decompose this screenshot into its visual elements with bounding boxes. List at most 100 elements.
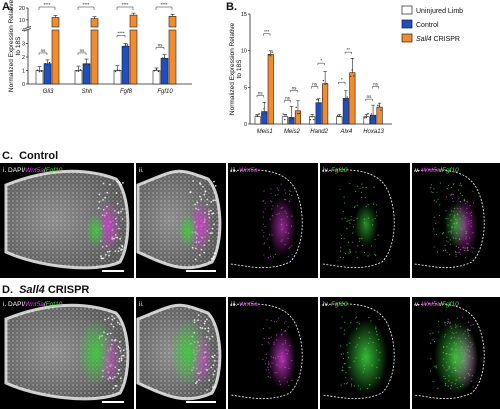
wnt5a-dot (268, 337, 270, 340)
chart-a-sig-label: **** (43, 2, 50, 7)
fgf10-dot (434, 366, 436, 368)
fgf10-dot (363, 368, 366, 370)
chart-b-point (255, 114, 257, 116)
chart-b-point (298, 112, 301, 115)
fgf10-dot (446, 322, 448, 325)
micrograph-label-part: ii. (139, 167, 144, 174)
fgf10-dot (446, 346, 448, 348)
wnt5a-dot (267, 369, 270, 371)
chart-a-bar (129, 14, 138, 28)
fgf10-dot (345, 371, 347, 374)
wnt5a-dot (265, 357, 268, 359)
fgf10-dot (354, 205, 356, 207)
nucleus-dot (98, 201, 101, 203)
wnt5a-dot (263, 337, 265, 340)
fgf10-dot (357, 245, 359, 247)
chart-b-bar (369, 114, 377, 125)
fgf10-dot (378, 338, 380, 341)
nucleus-dot (122, 354, 125, 357)
wnt5a-dot (284, 377, 286, 379)
nucleus-dot (193, 319, 196, 321)
chart-a-sig-bracket (155, 47, 165, 50)
micrograph-label: v. Wnt5a/Fgf10 (415, 167, 459, 174)
nucleus-dot (210, 257, 213, 260)
wnt5a-dot (265, 369, 267, 371)
chart-b-category-label: Meis1 (257, 129, 273, 135)
chart-b-point (336, 115, 339, 117)
fgf10-dot (436, 251, 439, 253)
fgf10-signal (354, 202, 378, 247)
fgf10-dot (355, 346, 357, 348)
fgf10-dot (375, 211, 378, 213)
fgf10-dot (340, 234, 343, 236)
fgf10-dot (348, 220, 350, 222)
fgf10-dot (455, 251, 457, 254)
chart-b-point (351, 69, 353, 71)
wnt5a-dot (262, 211, 264, 213)
nucleus-dot (102, 257, 105, 260)
fgf10-dot (344, 329, 346, 331)
micrograph-label-part: Wnt5a (25, 167, 44, 174)
fgf10-dot (453, 342, 455, 344)
nucleus-dot (207, 330, 210, 333)
wnt5a-dot (289, 246, 291, 248)
fgf10-dot (350, 215, 352, 218)
chart-b-sig-label: ns (373, 82, 379, 87)
fgf10-dot (446, 188, 449, 190)
fgf10-dot (375, 326, 377, 328)
fgf10-dot (376, 204, 378, 206)
wnt5a-dot (272, 256, 275, 258)
micrograph-label: i. DAPI/Wnt5a/Fgf10 (3, 301, 63, 308)
fgf10-dot (461, 185, 463, 187)
fgf10-dot (450, 385, 452, 387)
chart-b-category-label: Hoxa13 (363, 129, 384, 135)
fgf10-dot (468, 335, 470, 337)
fgf10-dot (439, 204, 441, 206)
wnt5a-dot (274, 253, 277, 255)
chart-b-sig-label: ns (285, 96, 291, 101)
wnt5a-dot (277, 194, 279, 196)
wnt5a-dot (262, 358, 264, 361)
nucleus-dot (214, 199, 217, 202)
tissue-outline (229, 169, 303, 269)
chart-b-point (365, 116, 368, 119)
fgf10-dot (442, 249, 445, 252)
chart-b-point (311, 116, 313, 118)
wnt5a-dot (470, 222, 472, 224)
fgf10-dot (344, 202, 346, 204)
chart-a-bar (51, 29, 60, 85)
chart-a-sig-label: **** (82, 2, 89, 7)
nucleus-dot (111, 318, 114, 321)
fgf10-dot (455, 237, 457, 240)
wnt5a-dot (280, 356, 282, 358)
wnt5a-dot (468, 321, 470, 323)
fgf10-dot (464, 249, 466, 251)
nucleus-dot (198, 182, 201, 184)
wnt5a-dot (281, 352, 283, 354)
wnt5a-dot (459, 253, 461, 255)
wnt5a-dot (451, 197, 454, 200)
nucleus-dot (213, 252, 216, 254)
wnt5a-dot (472, 232, 474, 234)
chart-b-bar (254, 116, 261, 125)
micrograph-label-part: i. DAPI/ (3, 167, 25, 174)
fgf10-dot (342, 256, 345, 259)
fgf10-dot (375, 330, 378, 333)
wnt5a-dot (290, 225, 293, 227)
wnt5a-dot (285, 349, 287, 351)
nucleus-dot (211, 386, 214, 389)
chart-a-sig-bracket (77, 52, 87, 55)
fgf10-dot (461, 352, 463, 354)
fgf10-dot (375, 254, 377, 257)
fgf10-dot (358, 240, 360, 242)
chart-a-point (44, 62, 47, 65)
fgf10-dot (349, 249, 351, 251)
fgf10-dot (437, 387, 439, 389)
fgf10-dot (372, 203, 375, 205)
fgf10-dot (361, 183, 363, 185)
chart-b-tick-label: 0 (244, 122, 247, 128)
chart-a-point (165, 58, 168, 60)
chart-b-bar (281, 116, 289, 125)
fgf10-dot (432, 332, 434, 334)
